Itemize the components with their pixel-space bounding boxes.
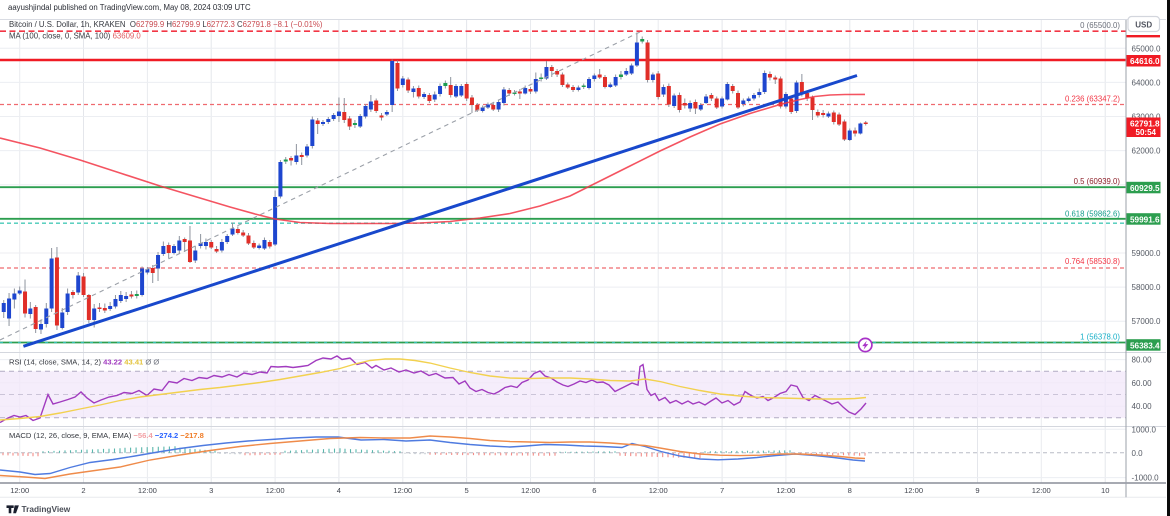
svg-text:59991.6: 59991.6	[1130, 215, 1160, 224]
svg-text:4: 4	[337, 486, 341, 495]
svg-text:80.00: 80.00	[1132, 356, 1153, 365]
svg-text:1 (56378.0): 1 (56378.0)	[1080, 332, 1120, 341]
svg-text:7: 7	[720, 486, 724, 495]
svg-text:MA (100, close, 0, SMA, 100) 6: MA (100, close, 0, SMA, 100) 63609.0	[9, 32, 141, 41]
svg-text:6: 6	[592, 486, 596, 495]
svg-text:RSI (14, close, SMA, 14, 2) 43: RSI (14, close, SMA, 14, 2) 43.22 43.41 …	[9, 358, 159, 367]
svg-text:56383.4: 56383.4	[1130, 341, 1160, 350]
svg-text:0.618 (59862.6): 0.618 (59862.6)	[1065, 210, 1120, 219]
svg-text:12:00: 12:00	[649, 486, 668, 495]
svg-text:40.00: 40.00	[1132, 402, 1153, 411]
svg-text:60929.5: 60929.5	[1130, 184, 1160, 193]
svg-text:59000.0: 59000.0	[1132, 249, 1161, 258]
svg-text:63000.0: 63000.0	[1132, 113, 1161, 122]
svg-text:12:00: 12:00	[138, 486, 157, 495]
svg-text:9: 9	[975, 486, 979, 495]
svg-text:0.5 (60939.0): 0.5 (60939.0)	[1074, 177, 1121, 186]
svg-text:12:00: 12:00	[266, 486, 285, 495]
svg-text:12:00: 12:00	[1032, 486, 1051, 495]
svg-text:1000.0: 1000.0	[1132, 425, 1157, 434]
svg-text:58000.0: 58000.0	[1132, 283, 1161, 292]
svg-text:64000.0: 64000.0	[1132, 78, 1161, 87]
svg-text:12:00: 12:00	[10, 486, 29, 495]
svg-text:12:00: 12:00	[393, 486, 412, 495]
svg-text:62791.8: 62791.8	[1130, 120, 1160, 129]
svg-text:50:54: 50:54	[1136, 128, 1157, 137]
svg-text:10: 10	[1101, 486, 1109, 495]
svg-text:aayushjindal published on Trad: aayushjindal published on TradingView.co…	[8, 3, 251, 12]
svg-text:0.764 (58530.8): 0.764 (58530.8)	[1065, 257, 1120, 266]
svg-text:62000.0: 62000.0	[1132, 147, 1161, 156]
svg-text:0.236 (63347.2): 0.236 (63347.2)	[1065, 95, 1120, 104]
svg-text:60.00: 60.00	[1132, 379, 1153, 388]
svg-text:12:00: 12:00	[904, 486, 923, 495]
svg-text:12:00: 12:00	[776, 486, 795, 495]
svg-text:0 (65500.0): 0 (65500.0)	[1080, 21, 1120, 30]
svg-text:64616.0: 64616.0	[1130, 57, 1160, 66]
svg-text:8: 8	[848, 486, 852, 495]
svg-text:2: 2	[81, 486, 85, 495]
svg-text:Bitcoin / U.S. Dollar, 1h, KRA: Bitcoin / U.S. Dollar, 1h, KRAKEN O62799…	[9, 20, 323, 29]
svg-text:65000.0: 65000.0	[1132, 44, 1161, 53]
svg-text:57000.0: 57000.0	[1132, 317, 1161, 326]
svg-text:USD: USD	[1135, 21, 1152, 30]
svg-text:TradingView: TradingView	[22, 504, 71, 514]
svg-text:5: 5	[464, 486, 468, 495]
svg-text:0.0: 0.0	[1132, 449, 1144, 458]
svg-text:MACD (12, 26, close, 9, EMA, E: MACD (12, 26, close, 9, EMA, EMA) −56.4 …	[9, 431, 204, 440]
svg-text:-1000.0: -1000.0	[1132, 474, 1160, 483]
svg-text:12:00: 12:00	[521, 486, 540, 495]
svg-text:3: 3	[209, 486, 213, 495]
